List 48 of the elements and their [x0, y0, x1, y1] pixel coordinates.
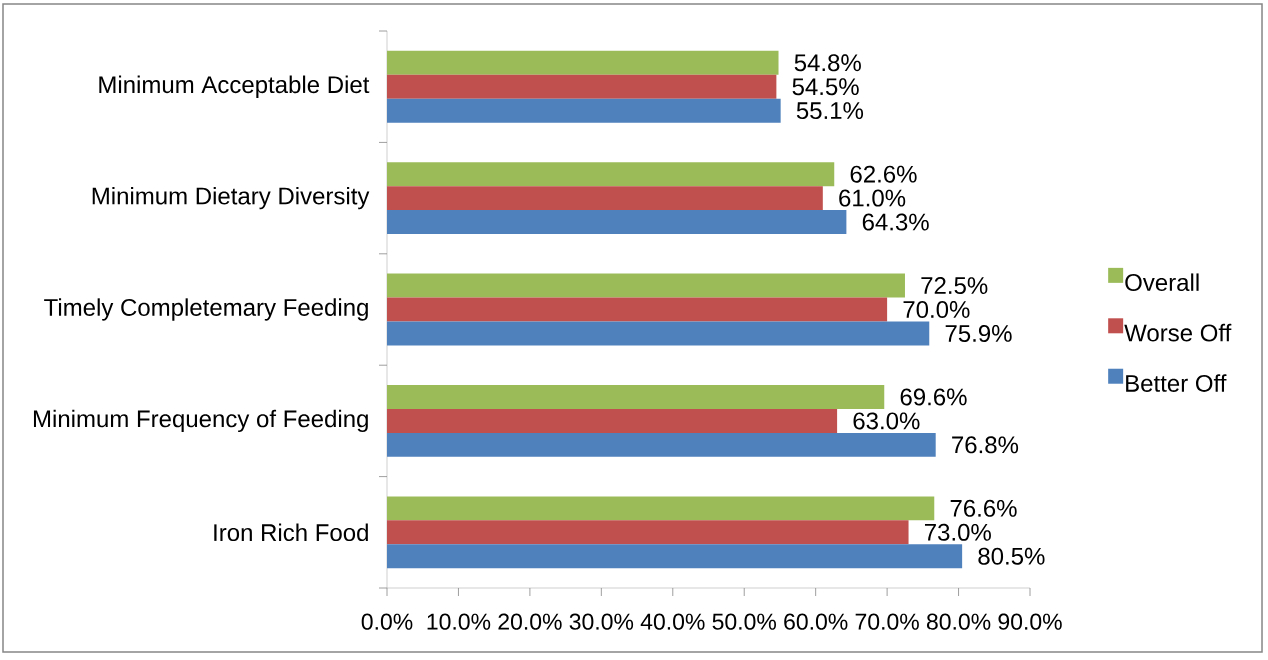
- y-tick-label: Iron Rich Food: [214, 523, 368, 542]
- x-tick-label: 90.0%: [998, 613, 1062, 630]
- bar: [387, 186, 823, 211]
- data-label: 80.5%: [978, 547, 1045, 565]
- data-label: 73.0%: [924, 523, 991, 541]
- data-label: 72.5%: [921, 277, 988, 295]
- x-tick-label: 0.0%: [361, 613, 413, 630]
- bar: [387, 432, 936, 457]
- data-label: 76.8%: [952, 436, 1019, 454]
- bar: [387, 384, 885, 409]
- y-tick-label: Minimum Frequency of Feeding: [33, 409, 368, 433]
- bar: [387, 98, 781, 123]
- x-tick-label: 40.0%: [640, 613, 705, 630]
- legend-label: Worse Off: [1124, 323, 1232, 342]
- bar: [387, 544, 963, 569]
- data-label: 64.3%: [862, 213, 929, 231]
- data-label: 76.6%: [950, 499, 1017, 517]
- bar: [387, 408, 838, 433]
- bar: [387, 74, 777, 99]
- data-label: 54.5%: [792, 78, 859, 96]
- data-label: 70.0%: [903, 301, 970, 318]
- data-label: 62.6%: [850, 165, 917, 183]
- bar: [387, 321, 930, 346]
- x-tick-label: 30.0%: [569, 613, 634, 630]
- x-tick-label: 50.0%: [712, 613, 776, 630]
- data-label: 75.9%: [945, 324, 1012, 342]
- y-tick-label: Minimum Acceptable Diet: [99, 75, 370, 98]
- x-tick-label: 60.0%: [784, 613, 848, 630]
- data-label: 63.0%: [853, 412, 920, 430]
- legend-label: Overall: [1125, 273, 1199, 292]
- data-label: 54.8%: [794, 54, 861, 72]
- bar: [387, 496, 935, 521]
- data-label: 61.0%: [839, 189, 906, 207]
- legend-label: Better Off: [1126, 374, 1227, 392]
- y-tick-label: Minimum Dietary Diversity: [92, 186, 370, 210]
- data-label: 55.1%: [796, 102, 864, 120]
- x-tick-label: 80.0%: [926, 613, 991, 630]
- bar: [387, 210, 847, 235]
- y-tick-label: Timely Completemary Feeding: [44, 298, 368, 321]
- bar: [387, 297, 888, 322]
- bar: [387, 162, 835, 187]
- data-label: 69.6%: [900, 388, 967, 406]
- x-tick-label: 20.0%: [498, 613, 562, 630]
- bar: [387, 50, 779, 75]
- x-tick-label: 70.0%: [855, 613, 919, 630]
- bar: [387, 520, 909, 545]
- bar: [387, 273, 905, 298]
- x-tick-label: 10.0%: [427, 613, 491, 630]
